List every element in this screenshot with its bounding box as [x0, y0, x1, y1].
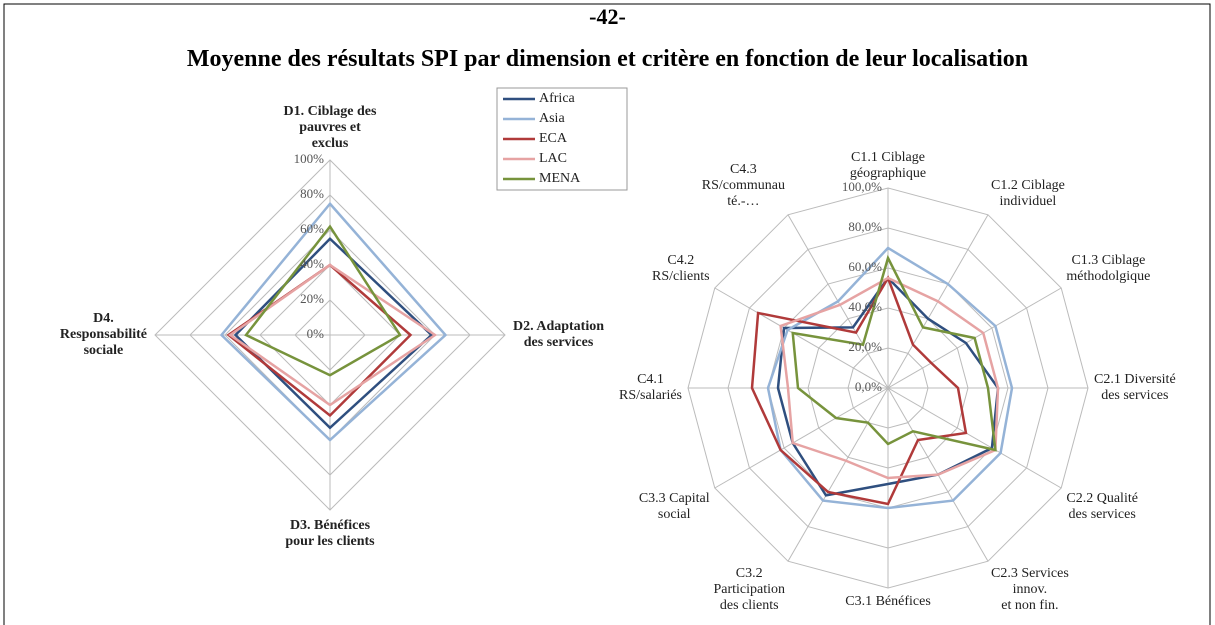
axis-label: C2.2 Qualité des services [1066, 491, 1138, 522]
spoke [787, 387, 889, 562]
series-line [779, 276, 1000, 480]
legend-label: MENA [539, 171, 581, 186]
page-number: -42- [589, 4, 626, 29]
axis-label: C4.1 RS/salariés [619, 372, 682, 403]
tick-label: 0% [307, 326, 325, 341]
tick-label: 80% [300, 186, 324, 201]
axis-label: C4.3 RS/communau té.-… [701, 161, 785, 209]
series-line [233, 236, 434, 430]
axis-label: D4. Responsabilité sociale [59, 311, 147, 358]
legend-label: Asia [539, 111, 565, 126]
chart-title: Moyenne des résultats SPI par dimension … [186, 46, 1029, 72]
series-line [766, 246, 1014, 510]
legend-label: Africa [539, 91, 576, 106]
axis-label: D2. Adaptation des services [513, 319, 605, 350]
spoke [714, 287, 889, 389]
series-line [750, 275, 968, 506]
tick-label: 20,0% [848, 339, 882, 354]
axis-label: C3.3 Capital social [638, 491, 710, 522]
axis-label: C4.2 RS/clients [652, 253, 710, 284]
axis-label: C2.1 Diversité des services [1094, 372, 1176, 403]
legend-label: ECA [539, 131, 568, 146]
axis-label: C1.2 Ciblage individuel [991, 177, 1065, 209]
tick-label: 60% [300, 221, 324, 236]
tick-label: 20% [300, 291, 324, 306]
series-line [244, 224, 402, 377]
series-line [776, 276, 1000, 497]
tick-label: 100,0% [842, 179, 882, 194]
axis-label: C1.1 Ciblage géographique [849, 150, 927, 181]
tick-label: 40% [300, 256, 324, 271]
axis-label: C3.2 Participation des clients [713, 566, 785, 614]
spoke [714, 387, 889, 489]
series-line [219, 201, 448, 442]
tick-label: 80,0% [848, 219, 882, 234]
legend-label: LAC [539, 151, 567, 166]
tick-label: 40,0% [848, 299, 882, 314]
axis-label: C1.3 Ciblage méthodolgique [1066, 253, 1151, 284]
page-border [3, 3, 1211, 625]
axis-label: D1. Ciblage des pauvres et exclus [283, 104, 377, 151]
tick-label: 60,0% [848, 259, 882, 274]
axis-label: C3.1 Bénéfices [845, 594, 931, 609]
axis-label: D3. Bénéfices pour les clients [285, 518, 375, 549]
tick-label: 0,0% [855, 379, 882, 394]
series-line [791, 254, 997, 452]
axis-label: C2.3 Services innov. et non fin. [991, 566, 1069, 614]
spoke [887, 387, 1062, 489]
tick-label: 100% [294, 151, 325, 166]
